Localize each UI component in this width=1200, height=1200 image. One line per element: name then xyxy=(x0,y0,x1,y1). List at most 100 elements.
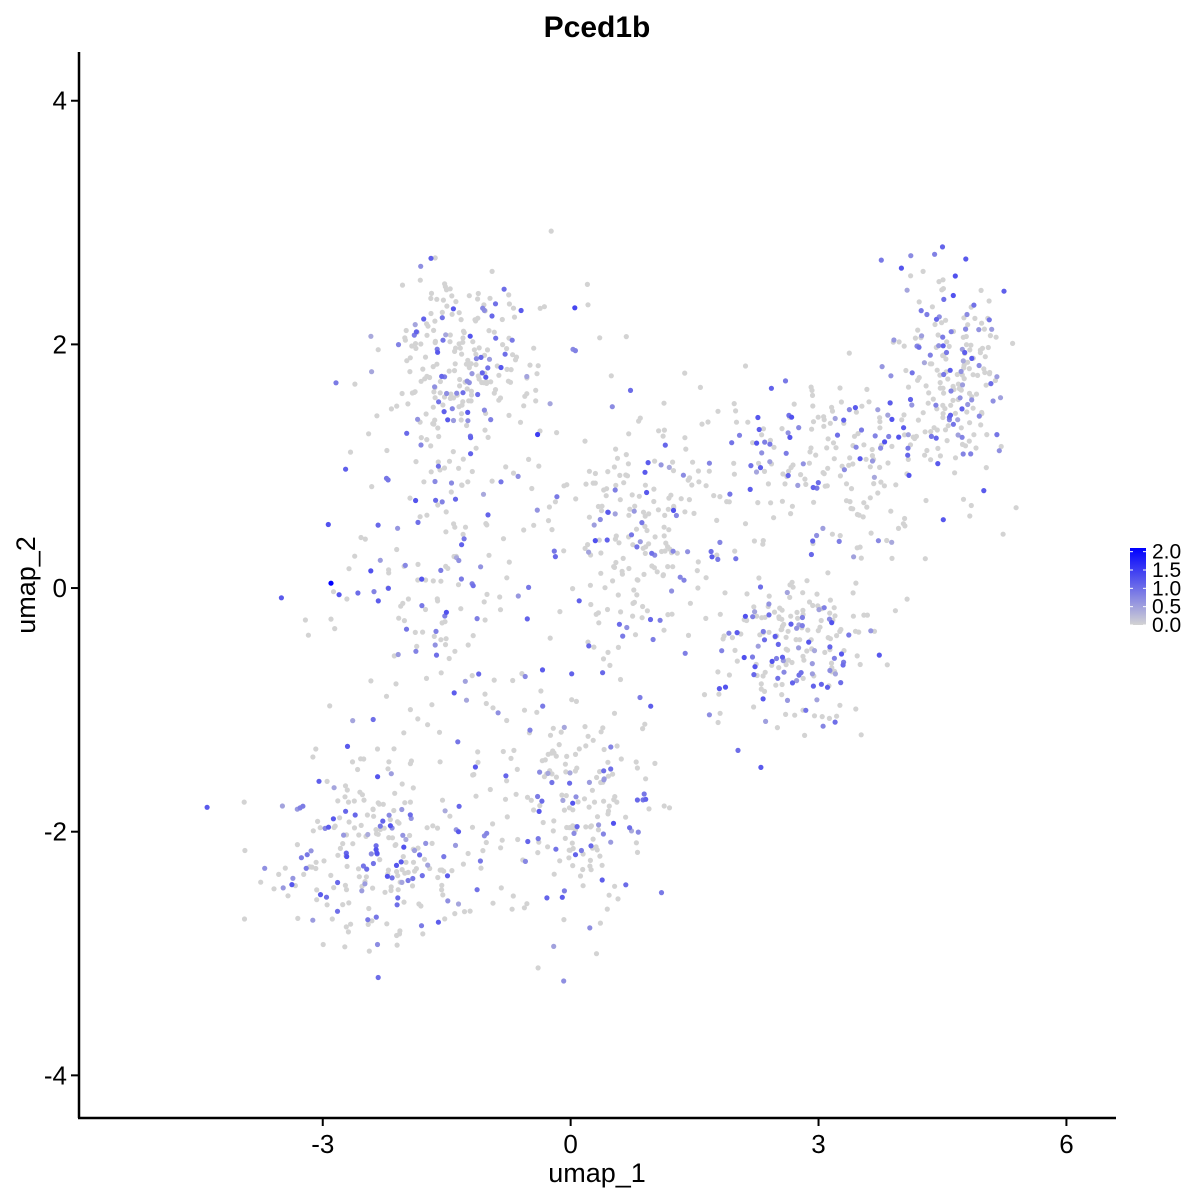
cell-point-highlight xyxy=(882,439,888,445)
cell-point xyxy=(750,440,756,446)
cell-point xyxy=(490,821,496,827)
cell-point xyxy=(627,506,633,512)
cell-point xyxy=(515,836,521,843)
cell-point xyxy=(954,371,960,378)
cell-point xyxy=(439,499,445,505)
cell-point xyxy=(636,493,642,499)
cell-point xyxy=(829,531,836,537)
cell-point xyxy=(626,512,632,518)
cell-point xyxy=(473,351,479,357)
cell-point xyxy=(650,636,656,643)
cell-point xyxy=(715,408,721,414)
cell-point xyxy=(889,555,895,562)
cell-point xyxy=(838,680,844,686)
cell-point xyxy=(475,759,481,765)
cell-point xyxy=(499,316,505,323)
cell-point xyxy=(410,859,417,865)
cell-point xyxy=(333,380,339,386)
cell-point xyxy=(611,710,618,716)
cell-point xyxy=(467,333,473,339)
cell-point xyxy=(435,874,441,881)
cell-point xyxy=(455,901,462,907)
cell-point xyxy=(665,564,671,570)
cell-point xyxy=(534,507,540,513)
cell-point xyxy=(444,873,451,879)
cell-point xyxy=(948,329,954,335)
cell-point xyxy=(271,886,277,892)
cell-point xyxy=(755,414,761,421)
cell-point xyxy=(336,592,342,598)
cell-point xyxy=(603,493,609,499)
cell-point xyxy=(615,896,621,902)
cell-point xyxy=(484,380,490,386)
cell-point xyxy=(470,772,476,778)
cell-point xyxy=(971,432,977,438)
cell-point xyxy=(591,522,597,528)
cell-point xyxy=(593,951,600,957)
cell-point xyxy=(370,885,376,891)
cell-point xyxy=(651,498,657,505)
cell-point xyxy=(920,410,926,416)
cell-point xyxy=(998,443,1004,450)
cell-point xyxy=(513,354,520,360)
cell-point xyxy=(691,510,697,516)
cell-point xyxy=(351,825,358,831)
cell-point xyxy=(703,483,709,489)
cell-point xyxy=(732,647,738,654)
cell-point xyxy=(747,486,753,492)
cell-point xyxy=(682,435,688,441)
cell-point xyxy=(481,599,487,605)
cell-point xyxy=(411,847,418,854)
cell-point xyxy=(586,804,592,810)
cell-point xyxy=(714,552,720,558)
cell-point xyxy=(830,440,837,446)
cell-point xyxy=(903,367,909,374)
cell-point xyxy=(769,662,775,668)
cell-point xyxy=(937,385,943,391)
cell-point xyxy=(715,669,721,675)
cell-point xyxy=(419,873,425,879)
cell-point xyxy=(833,445,839,451)
cell-point xyxy=(469,673,475,679)
cell-point xyxy=(761,688,768,695)
cell-point xyxy=(889,443,895,449)
cell-point xyxy=(316,778,322,784)
cell-point xyxy=(347,449,354,455)
cell-point xyxy=(394,932,400,939)
cell-point xyxy=(651,565,658,571)
cell-point xyxy=(779,498,786,504)
cell-point xyxy=(537,305,543,311)
cell-point xyxy=(531,807,537,813)
cell-point xyxy=(563,769,569,775)
cell-point xyxy=(867,464,873,470)
cell-point xyxy=(399,390,405,397)
x-tick-label: 0 xyxy=(563,1129,577,1159)
cell-point xyxy=(331,824,337,831)
cell-point xyxy=(458,606,464,612)
cell-point xyxy=(461,330,467,336)
cell-point xyxy=(561,917,567,923)
cell-point xyxy=(634,592,640,598)
cell-point xyxy=(785,430,791,436)
cell-point xyxy=(782,481,788,487)
cell-point xyxy=(441,409,447,415)
cell-point xyxy=(799,623,805,629)
cell-point xyxy=(635,829,641,835)
cell-point xyxy=(564,753,570,760)
cell-point xyxy=(827,667,833,674)
cell-point xyxy=(799,614,806,621)
cell-point xyxy=(771,609,778,615)
cell-point xyxy=(832,671,839,677)
cell-point xyxy=(759,450,765,456)
y-tick-label: 2 xyxy=(53,329,67,359)
cell-point xyxy=(666,527,672,533)
cell-point xyxy=(315,818,321,825)
cell-point xyxy=(647,616,654,623)
cell-point xyxy=(356,874,362,880)
cell-point xyxy=(583,481,589,487)
cell-point xyxy=(465,850,471,857)
cell-point xyxy=(685,632,692,639)
cell-point xyxy=(599,862,605,868)
cell-point xyxy=(435,502,441,508)
cell-point xyxy=(640,509,647,515)
